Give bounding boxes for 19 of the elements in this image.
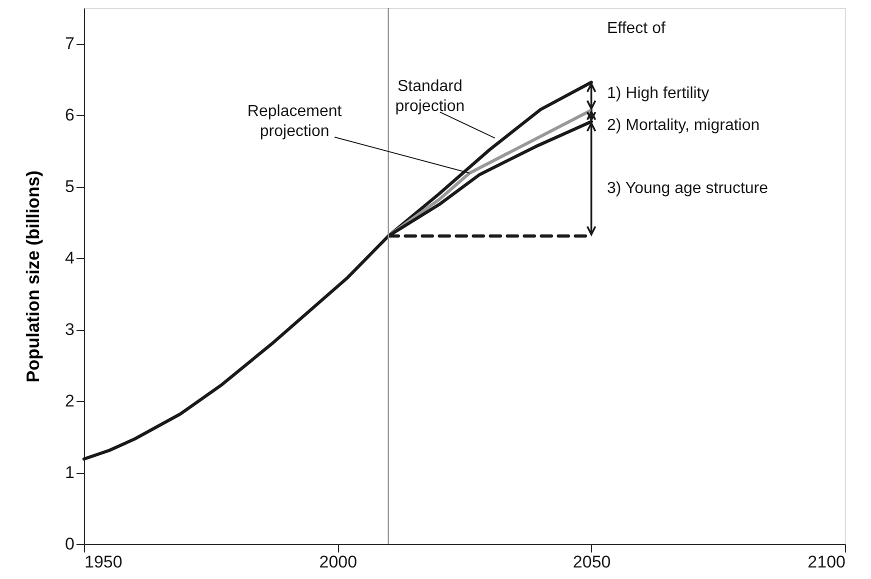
annotation: Standard projection [395,78,465,116]
y-axis-title: Population size (billions) [23,170,44,383]
y-tick-label: 5 [65,177,74,196]
x-tick-label: 2050 [572,552,611,572]
y-tick-label: 0 [65,534,74,554]
x-tick-label: 2100 [808,552,846,572]
annotation: Replacement projection [247,103,342,140]
y-tick-label: 1 [65,463,74,482]
y-tick-label: 4 [65,248,74,268]
annotation: 3) Young age structure [607,180,768,197]
annotation: Effect of [607,20,666,37]
annotation: 2) Mortality, migration [607,117,760,134]
annotation: 1) High fertility [607,85,710,102]
x-tick-label: 1950 [84,552,122,572]
y-tick-label: 6 [65,106,74,125]
y-tick-label: 2 [65,392,74,411]
x-tick-label: 2000 [319,552,358,572]
y-tick-label: 7 [65,34,74,54]
y-tick-label: 3 [65,320,74,340]
